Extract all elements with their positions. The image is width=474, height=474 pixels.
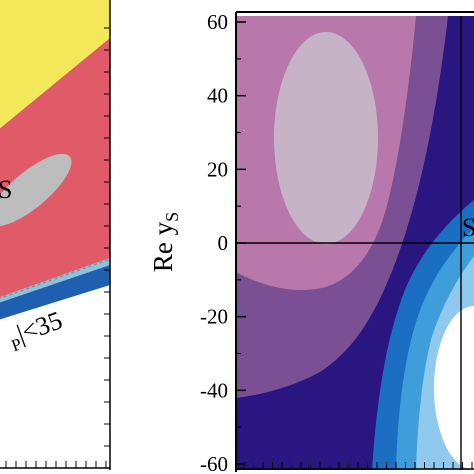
left-blob-label: S (0, 175, 12, 204)
left-region-top (0, 0, 110, 129)
right-y-ticks: 60 40 20 0 -20 -40 -60 (200, 10, 246, 474)
right-edge-label: S (462, 213, 474, 242)
left-region-boundary-band (0, 258, 110, 303)
y-tick-label: 0 (218, 231, 229, 255)
y-tick-label: 60 (207, 10, 228, 34)
y-tick-label: -60 (200, 452, 228, 474)
y-tick-label: 20 (207, 157, 228, 181)
y-axis-label: Re yS (148, 212, 182, 272)
left-region-lower-band (0, 265, 110, 320)
y-tick-label: 40 (207, 84, 228, 108)
left-boundary-dash (0, 258, 110, 300)
left-panel: S (0, 0, 110, 466)
left-inner-blob (0, 153, 72, 227)
right-x-minor-ticks (243, 462, 473, 469)
y-axis-label-subscript: S (162, 212, 182, 222)
right-ellipse-center (274, 32, 378, 244)
y-tick-label: -40 (200, 378, 228, 402)
y-axis-label-main: Re y (148, 221, 178, 272)
y-tick-label: -20 (200, 305, 228, 329)
right-white-core (434, 306, 474, 470)
left-minor-ticks (5, 27, 110, 468)
right-panel (236, 16, 474, 470)
